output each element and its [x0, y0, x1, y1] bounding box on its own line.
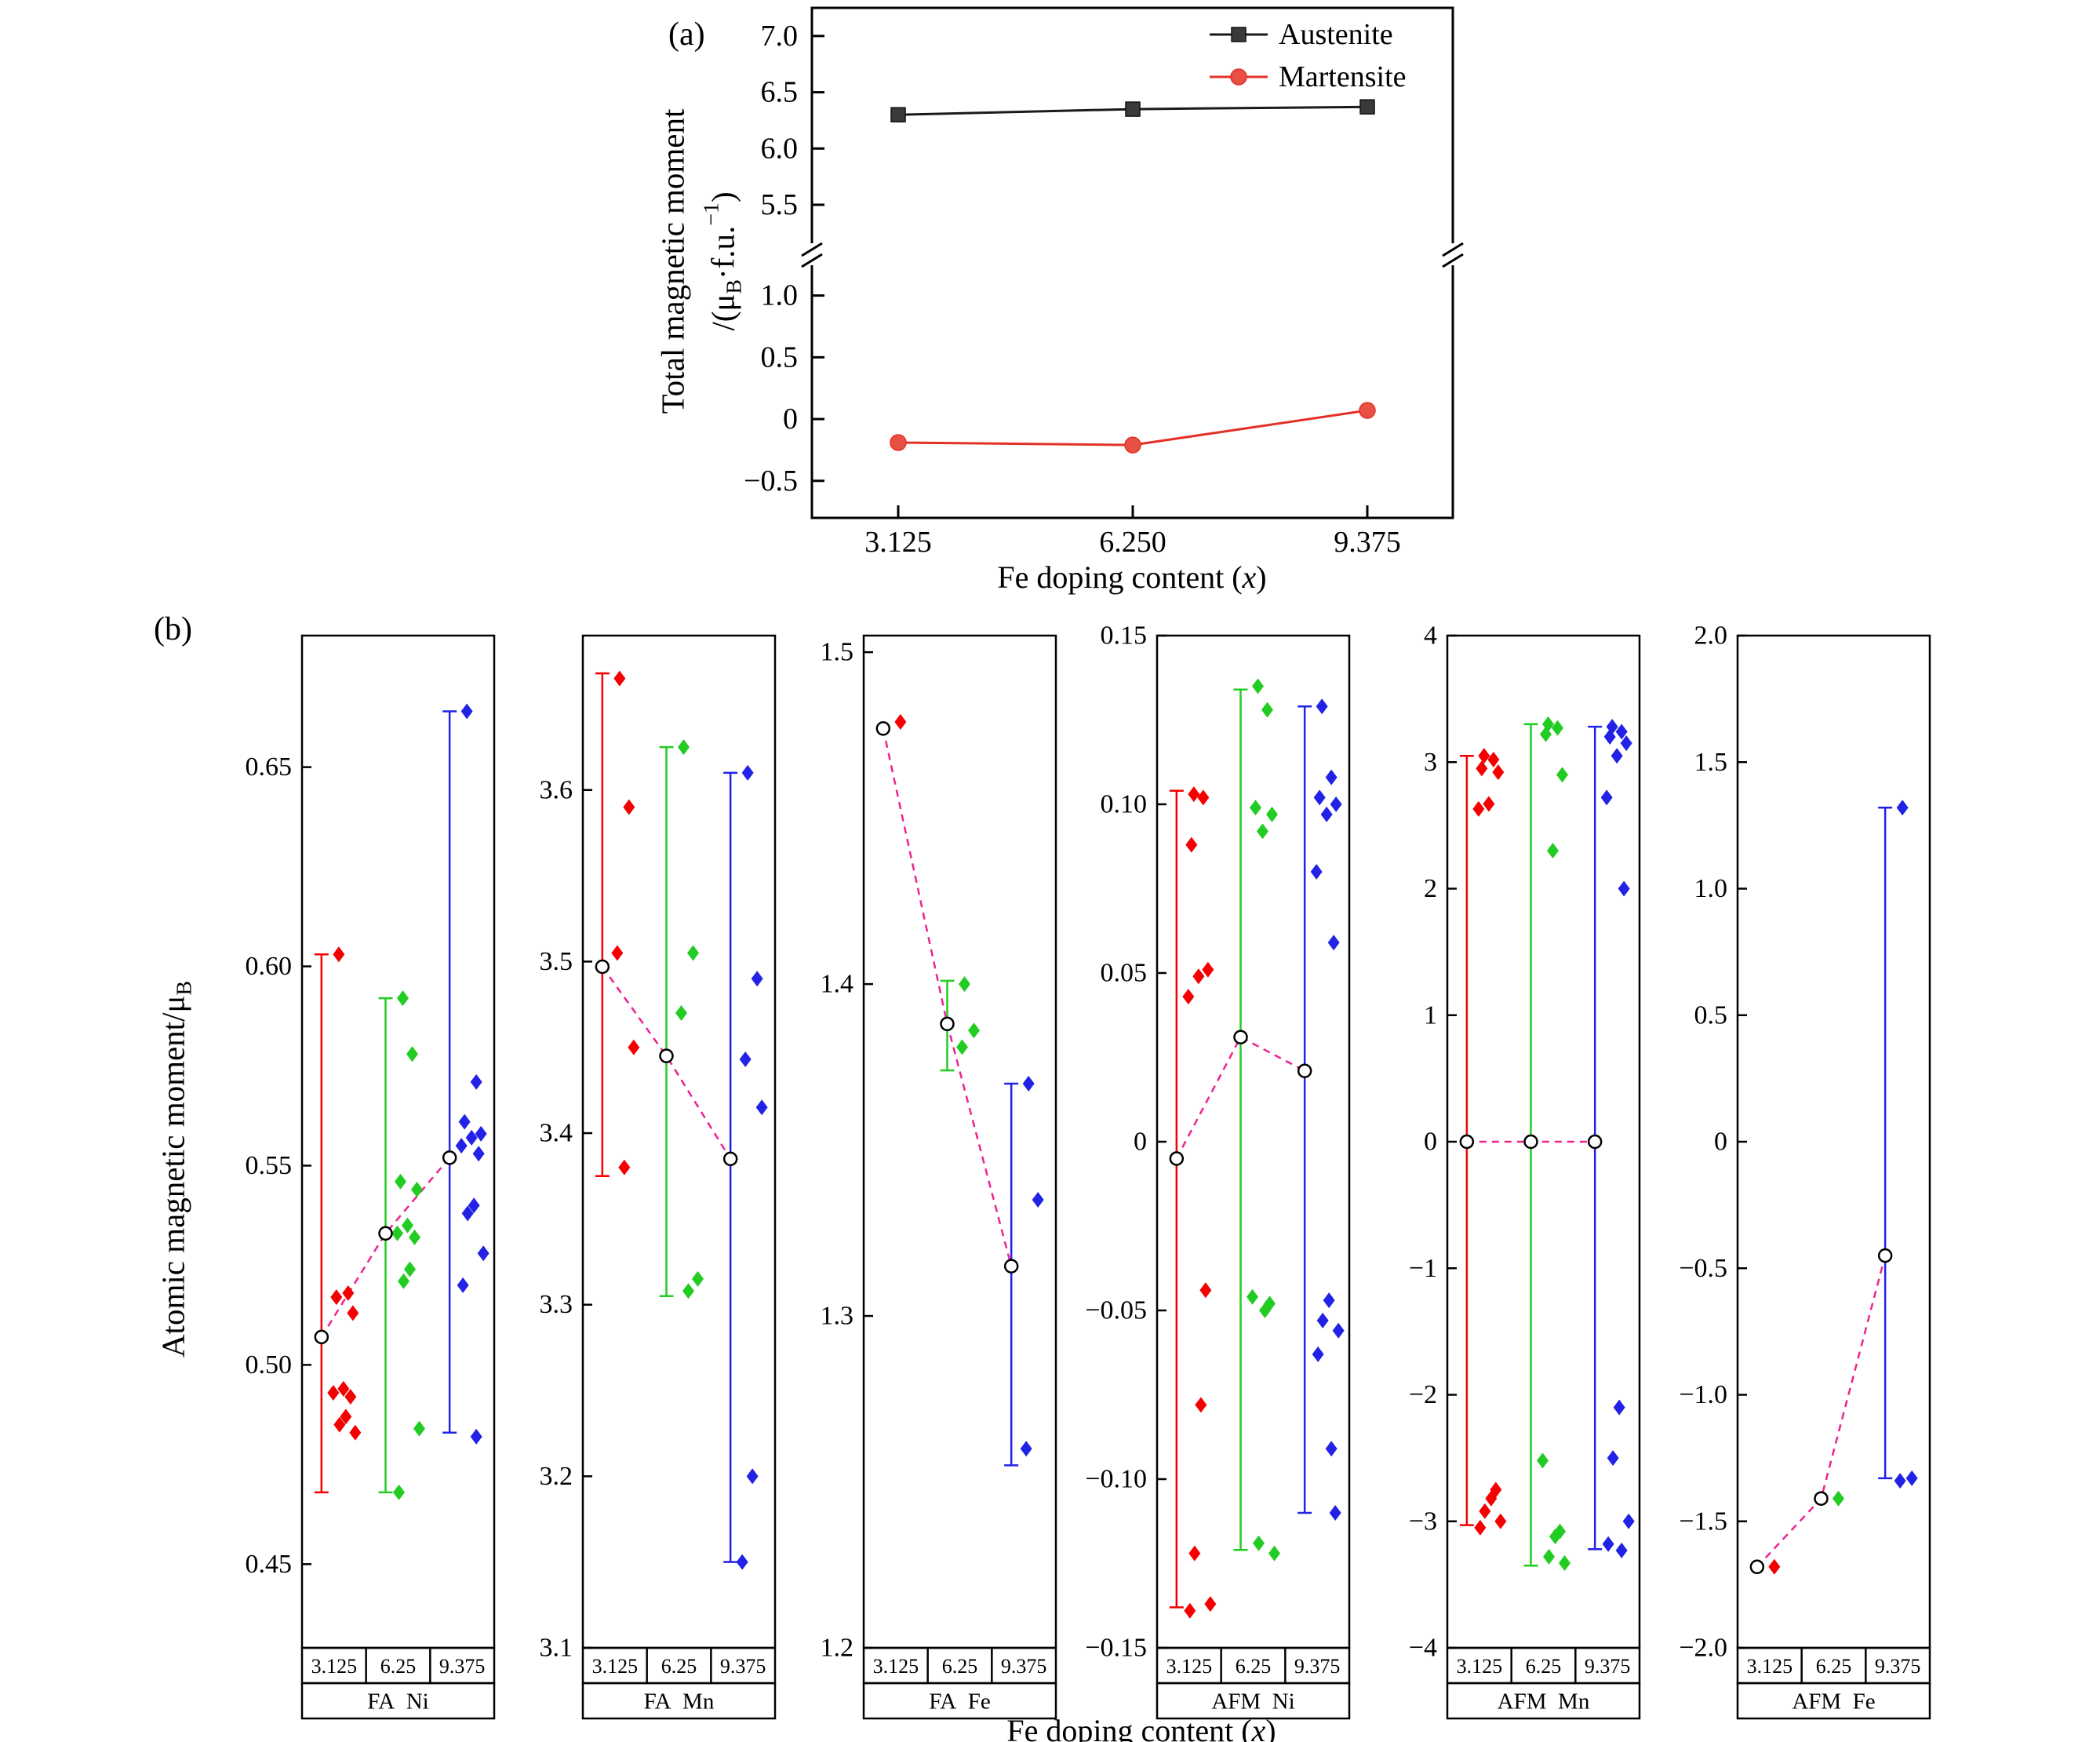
svg-text:Austenite: Austenite — [1279, 18, 1393, 51]
svg-text:3.125: 3.125 — [311, 1655, 358, 1678]
svg-text:3.6: 3.6 — [540, 775, 573, 804]
svg-text:3.125: 3.125 — [1747, 1655, 1793, 1678]
svg-text:9.375: 9.375 — [1294, 1655, 1341, 1678]
svg-text:7.0: 7.0 — [761, 20, 799, 53]
svg-text:−0.5: −0.5 — [744, 465, 798, 497]
svg-text:3.125: 3.125 — [592, 1655, 639, 1678]
svg-text:9.375: 9.375 — [1585, 1655, 1631, 1678]
subpanel-fa-ni: 0.65 0.60 0.55 0.50 0.45 3.125 6.25 9.375 FA Ni — [246, 634, 496, 1720]
svg-text:2.0: 2.0 — [1694, 621, 1728, 651]
svg-text:6.25: 6.25 — [1236, 1655, 1272, 1678]
svg-text:3.125: 3.125 — [1166, 1655, 1213, 1678]
subpanel-afm-fe: 2.0 1.5 1.0 0.5 0 −0.5 −1.0 −1.5 −2.0 3.125 6.25 9.… — [1679, 621, 1931, 1720]
svg-text:0.60: 0.60 — [246, 952, 293, 981]
svg-text:6.0: 6.0 — [761, 132, 799, 165]
svg-text:9.375: 9.375 — [439, 1655, 486, 1678]
svg-text:1.4: 1.4 — [821, 970, 854, 999]
svg-text:−2.0: −2.0 — [1679, 1634, 1727, 1663]
svg-text:3.2: 3.2 — [540, 1462, 573, 1491]
svg-text:−3: −3 — [1409, 1507, 1437, 1536]
svg-text:6.25: 6.25 — [380, 1655, 417, 1678]
svg-text:0.10: 0.10 — [1101, 790, 1148, 819]
svg-text:1.0: 1.0 — [1694, 874, 1728, 903]
svg-text:3: 3 — [1424, 748, 1437, 777]
svg-text:3.125: 3.125 — [873, 1655, 919, 1678]
svg-text:−4: −4 — [1409, 1634, 1437, 1663]
svg-text:−0.15: −0.15 — [1085, 1634, 1147, 1663]
subpanel-fa-fe: 1.5 1.4 1.3 1.2 3.125 6.25 9.375 FA Fe — [821, 634, 1057, 1720]
svg-text:0.45: 0.45 — [246, 1550, 293, 1579]
svg-text:1: 1 — [1424, 1000, 1437, 1030]
svg-text:1.5: 1.5 — [1694, 748, 1728, 777]
svg-text:0.5: 0.5 — [1694, 1000, 1728, 1030]
svg-text:0.50: 0.50 — [246, 1350, 293, 1379]
svg-text:−0.05: −0.05 — [1085, 1296, 1147, 1325]
svg-text:−1: −1 — [1409, 1254, 1437, 1283]
svg-text:3.125: 3.125 — [1457, 1655, 1503, 1678]
svg-text:FA Ni: FA Ni — [367, 1689, 428, 1715]
panel-a-label: (a) — [668, 16, 705, 53]
svg-text:9.375: 9.375 — [1875, 1655, 1921, 1678]
panel-b-x-axis-label: Fe doping content (x) — [1006, 1713, 1276, 1742]
svg-text:FA Fe: FA Fe — [929, 1689, 990, 1715]
svg-text:3.4: 3.4 — [540, 1119, 573, 1148]
svg-text:0.65: 0.65 — [246, 753, 293, 782]
svg-text:6.5: 6.5 — [761, 76, 799, 109]
svg-text:−1.5: −1.5 — [1679, 1507, 1727, 1536]
panel-a-x-axis-label: Fe doping content (x) — [997, 559, 1267, 595]
svg-text:0: 0 — [1424, 1128, 1437, 1157]
svg-text:1.3: 1.3 — [821, 1302, 854, 1331]
svg-text:3.5: 3.5 — [540, 947, 573, 976]
svg-text:AFM Ni: AFM Ni — [1211, 1689, 1294, 1715]
svg-text:9.375: 9.375 — [1001, 1655, 1047, 1678]
svg-text:0.5: 0.5 — [761, 341, 799, 374]
svg-text:9.375: 9.375 — [1334, 526, 1401, 559]
svg-text:0: 0 — [783, 403, 798, 436]
svg-text:3.3: 3.3 — [540, 1290, 573, 1319]
svg-text:6.250: 6.250 — [1099, 526, 1166, 559]
subpanel-afm-ni: 0.15 0.10 0.05 0 −0.05 −0.10 −0.15 3.125 6.25 9.3… — [1085, 621, 1351, 1720]
svg-text:1.5: 1.5 — [821, 638, 854, 667]
svg-text:AFM Fe: AFM Fe — [1792, 1689, 1875, 1715]
svg-text:0: 0 — [1714, 1128, 1727, 1157]
svg-text:6.25: 6.25 — [942, 1655, 978, 1678]
svg-text:0.55: 0.55 — [246, 1151, 293, 1180]
svg-text:6.25: 6.25 — [1526, 1655, 1562, 1678]
svg-text:5.5: 5.5 — [761, 188, 799, 221]
svg-text:AFM Mn: AFM Mn — [1498, 1689, 1590, 1715]
svg-text:0: 0 — [1134, 1128, 1147, 1157]
subpanel-afm-mn: 4 3 2 1 0 −1 −2 −3 −4 3.125 6.25 9.375 AFM Mn — [1409, 621, 1641, 1720]
svg-text:0.15: 0.15 — [1101, 621, 1148, 651]
svg-text:1.0: 1.0 — [761, 279, 799, 312]
total-moment-chart: 7.0 6.5 6.0 5.5 1.0 0.5 0 −0.5 3.125 6.250 9.375 Au… — [744, 6, 1464, 559]
svg-text:−2: −2 — [1409, 1380, 1437, 1409]
svg-text:1.2: 1.2 — [821, 1634, 854, 1663]
svg-text:Martensite: Martensite — [1279, 60, 1407, 93]
svg-text:−0.5: −0.5 — [1679, 1254, 1727, 1283]
svg-text:9.375: 9.375 — [720, 1655, 766, 1678]
panel-b-label: (b) — [154, 611, 192, 647]
svg-text:2: 2 — [1424, 874, 1437, 903]
svg-text:3.125: 3.125 — [864, 526, 932, 559]
svg-text:4: 4 — [1424, 621, 1437, 651]
svg-text:0.05: 0.05 — [1101, 959, 1148, 988]
svg-text:−0.10: −0.10 — [1085, 1465, 1147, 1494]
svg-text:6.25: 6.25 — [1816, 1655, 1852, 1678]
svg-text:3.1: 3.1 — [540, 1634, 573, 1663]
svg-text:6.25: 6.25 — [661, 1655, 697, 1678]
svg-text:FA Mn: FA Mn — [644, 1689, 715, 1715]
svg-text:−1.0: −1.0 — [1679, 1380, 1727, 1409]
